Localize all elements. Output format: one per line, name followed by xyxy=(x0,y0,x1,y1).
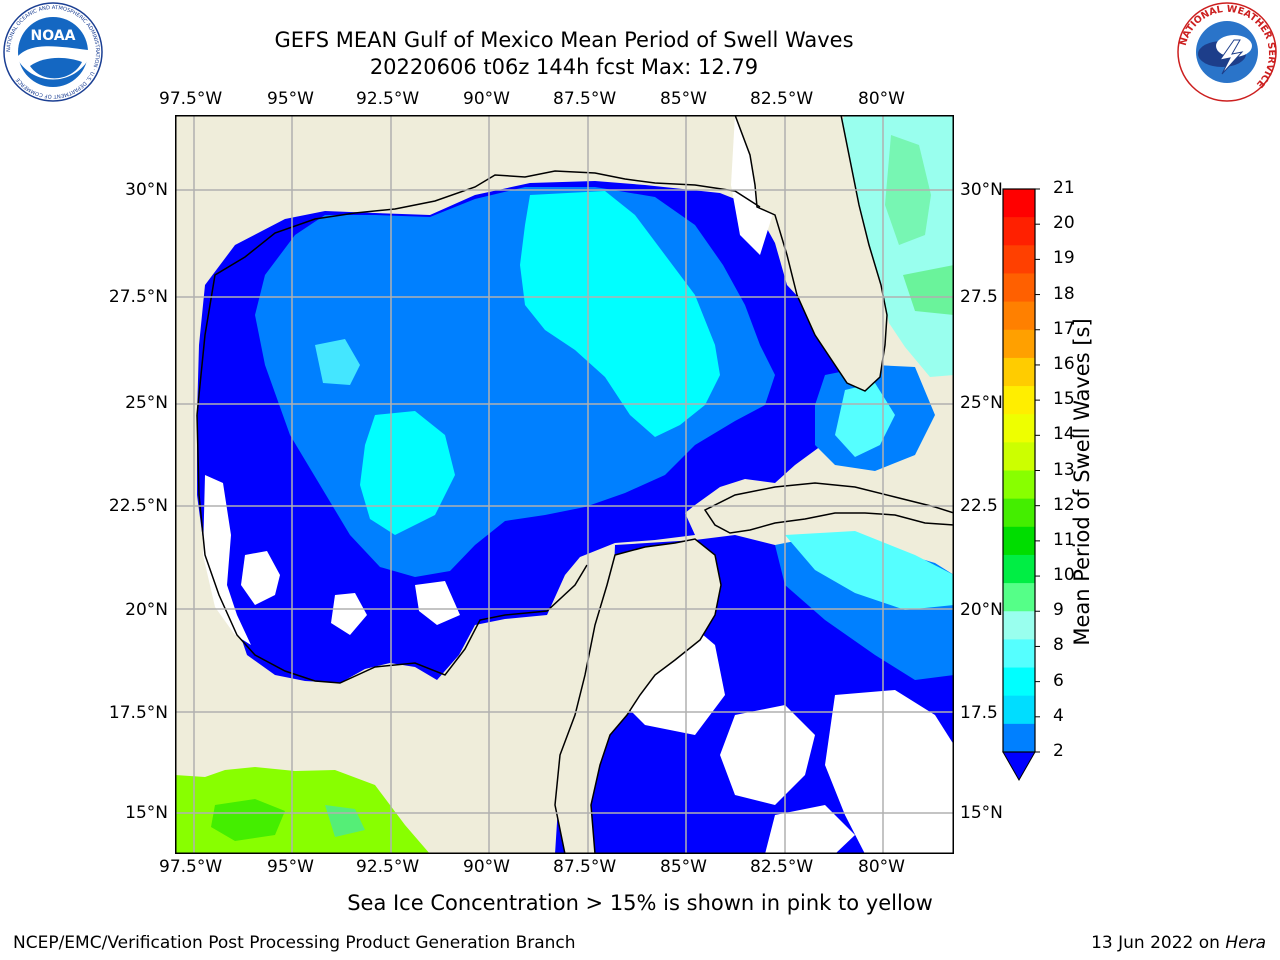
colorbar-band xyxy=(1003,526,1035,556)
lon-label: 90°W xyxy=(463,857,510,877)
colorbar-tick-label: 9 xyxy=(1053,600,1064,621)
colorbar-band xyxy=(1003,386,1035,415)
lat-label: 22.5 xyxy=(960,496,998,516)
gulf-light xyxy=(520,191,720,437)
colorbar-band xyxy=(1003,442,1035,471)
lon-label: 87.5°W xyxy=(553,857,617,877)
noaa-logo-text: NOAA xyxy=(31,28,76,44)
lon-label: 80°W xyxy=(858,857,905,877)
lat-label: 17.5 xyxy=(960,703,998,723)
lon-label: 92.5°W xyxy=(356,89,420,109)
colorbar-band xyxy=(1003,357,1035,387)
colorbar-tick-label: 18 xyxy=(1053,283,1075,304)
sea-ice-note: Sea Ice Concentration > 15% is shown in … xyxy=(347,891,933,915)
colorbar xyxy=(1002,188,1040,782)
map-frame xyxy=(175,115,954,854)
colorbar-tick-label: 15 xyxy=(1053,389,1075,410)
colorbar-tick-label: 20 xyxy=(1053,213,1075,234)
colorbar-tick-label: 10 xyxy=(1053,565,1075,586)
lat-label: 30°N xyxy=(960,180,1003,200)
colorbar-band xyxy=(1003,470,1035,500)
nws-logo-icon: NATIONAL WEATHER SERVICE xyxy=(1177,2,1277,102)
lon-label: 82.5°W xyxy=(750,857,814,877)
map-grid xyxy=(175,115,954,854)
date-text: 13 Jun 2022 on Hera xyxy=(1091,933,1266,953)
lat-label: 17.5°N xyxy=(108,703,168,723)
chart-title: GEFS MEAN Gulf of Mexico Mean Period of … xyxy=(274,28,854,52)
colorbar-band xyxy=(1003,583,1035,612)
yucatan-land xyxy=(554,538,722,854)
colorbar-tick-label: 12 xyxy=(1053,494,1075,515)
map-plot xyxy=(175,115,954,854)
lon-label: 97.5°W xyxy=(159,857,223,877)
lat-label: 27.5 xyxy=(960,287,998,307)
lon-label: 95°W xyxy=(267,857,314,877)
lat-label: 27.5°N xyxy=(108,287,168,307)
colorbar-band xyxy=(1003,273,1035,303)
colorbar-band xyxy=(1003,245,1035,274)
florida-land xyxy=(734,115,888,392)
colorbar-tick-label: 14 xyxy=(1053,424,1075,445)
colorbar-tick-label: 21 xyxy=(1053,178,1075,198)
colorbar-label: Mean Period of Swell Waves [s] xyxy=(1070,318,1094,646)
colorbar-band xyxy=(1003,414,1035,443)
lat-label: 25°N xyxy=(125,393,168,413)
lat-label: 25°N xyxy=(960,393,1003,413)
colorbar-band xyxy=(1003,695,1035,725)
lon-label: 95°W xyxy=(267,89,314,109)
lat-label: 20°N xyxy=(125,600,168,620)
colorbar-band xyxy=(1003,611,1035,640)
lat-label: 15°N xyxy=(960,803,1003,823)
colorbar-tick-label: 19 xyxy=(1053,248,1075,269)
colorbar-band xyxy=(1003,498,1035,528)
colorbar-band xyxy=(1003,329,1035,359)
lon-label: 90°W xyxy=(463,89,510,109)
credit-text: NCEP/EMC/Verification Post Processing Pr… xyxy=(13,933,576,953)
cuba-land xyxy=(703,482,954,534)
chart-subtitle: 20220606 t06z 144h fcst Max: 12.79 xyxy=(369,55,759,79)
colorbar-band xyxy=(1003,554,1035,584)
colorbar-band xyxy=(1003,723,1035,753)
lon-label: 85°W xyxy=(660,89,707,109)
colorbar-band xyxy=(1003,301,1035,331)
lon-label: 97.5°W xyxy=(159,89,223,109)
colorbar-tick-label: 17 xyxy=(1053,318,1075,339)
colorbar-tick-label: 13 xyxy=(1053,459,1075,480)
colorbar-tick-label: 16 xyxy=(1053,353,1075,374)
lon-label: 80°W xyxy=(858,89,905,109)
noaa-logo-icon: NATIONAL OCEANIC AND ATMOSPHERIC ADMINIS… xyxy=(3,2,103,102)
lon-label: 82.5°W xyxy=(750,89,814,109)
colorbar-tick-label: 2 xyxy=(1053,741,1064,761)
lat-label: 22.5°N xyxy=(108,496,168,516)
colorbar-band xyxy=(1003,189,1035,218)
colorbar-tick-label: 4 xyxy=(1053,705,1064,726)
colorbar-tick-label: 11 xyxy=(1053,529,1075,550)
colorbar-tick-label: 8 xyxy=(1053,635,1064,656)
lon-label: 92.5°W xyxy=(356,857,420,877)
lat-label: 20°N xyxy=(960,600,1003,620)
lat-label: 15°N xyxy=(125,803,168,823)
lon-label: 87.5°W xyxy=(553,89,617,109)
colorbar-label-wrap: Mean Period of Swell Waves [s] xyxy=(1070,318,1120,645)
colorbar-tick-label: 6 xyxy=(1053,670,1064,691)
host-name: Hera xyxy=(1225,933,1266,953)
colorbar-band xyxy=(1003,667,1035,697)
lat-label: 30°N xyxy=(125,180,168,200)
lon-label: 85°W xyxy=(660,857,707,877)
colorbar-band xyxy=(1003,217,1035,246)
colorbar-band xyxy=(1003,639,1035,669)
